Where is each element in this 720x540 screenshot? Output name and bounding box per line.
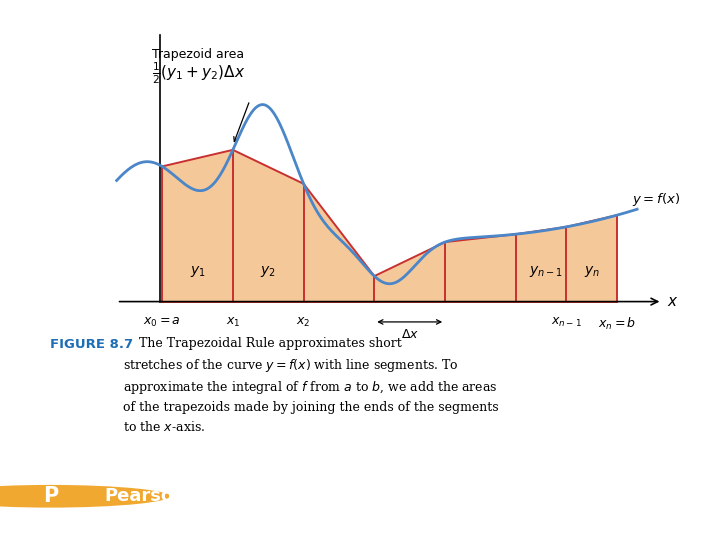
Text: $\Delta x$: $\Delta x$: [400, 328, 419, 341]
Text: FIGURE 8.7: FIGURE 8.7: [50, 338, 133, 350]
Text: $y_2$: $y_2$: [261, 264, 276, 279]
Polygon shape: [567, 215, 617, 301]
Text: Trapezoid area: Trapezoid area: [152, 49, 244, 62]
Text: $x_{n-1}$: $x_{n-1}$: [551, 315, 582, 329]
Text: Thomas' Calculus: Early Transcendentals, 14e: Thomas' Calculus: Early Transcendentals,…: [201, 481, 519, 495]
Text: Copyright © 2018, 2014, 2010 Pearson Education Inc.: Copyright © 2018, 2014, 2010 Pearson Edu…: [219, 509, 501, 519]
Text: The Trapezoidal Rule approximates short
stretches of the curve $y = f(x)$ with l: The Trapezoidal Rule approximates short …: [123, 338, 499, 434]
Text: P: P: [42, 486, 58, 507]
Text: $x_0 = a$: $x_0 = a$: [143, 315, 181, 329]
Text: $y_1$: $y_1$: [189, 264, 205, 279]
Text: $x$: $x$: [667, 294, 679, 309]
Polygon shape: [516, 227, 567, 301]
Polygon shape: [233, 150, 304, 301]
Text: $\frac{1}{2}(y_1 + y_2)\Delta x$: $\frac{1}{2}(y_1 + y_2)\Delta x$: [152, 60, 246, 86]
Text: $y = f(x)$: $y = f(x)$: [632, 191, 680, 207]
Text: $x_2$: $x_2$: [297, 315, 311, 329]
Circle shape: [0, 484, 173, 509]
Text: $x_n = b$: $x_n = b$: [598, 315, 636, 332]
Text: Slide 16 of 70: Slide 16 of 70: [570, 487, 698, 505]
Text: Pearson: Pearson: [104, 487, 186, 505]
Polygon shape: [445, 234, 516, 301]
Text: $y_{n-1}$: $y_{n-1}$: [529, 264, 563, 279]
Polygon shape: [374, 242, 445, 301]
Polygon shape: [304, 184, 374, 301]
Text: $x_1$: $x_1$: [225, 315, 240, 329]
Polygon shape: [162, 150, 233, 301]
Text: $y_n$: $y_n$: [584, 264, 600, 279]
